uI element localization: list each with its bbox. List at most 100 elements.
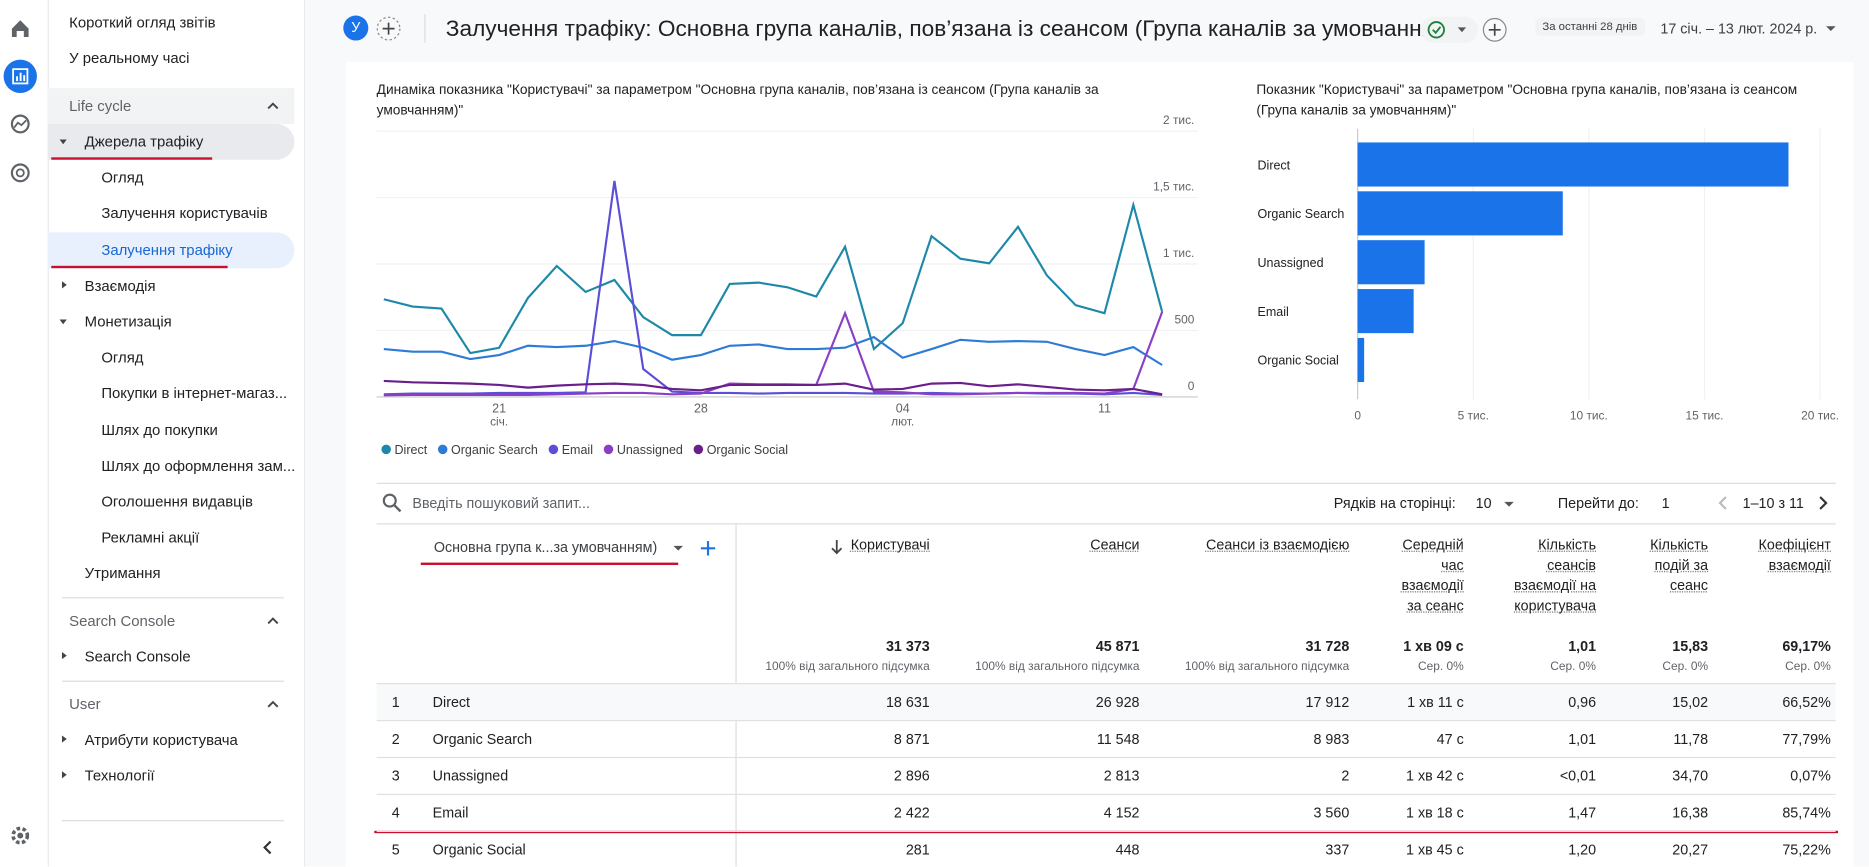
row-value: 8 983 — [1313, 730, 1350, 748]
column-header[interactable]: Середній час взаємодії за сеанс — [1401, 536, 1464, 614]
column-header[interactable]: Кількість сеансів взаємодії на користува… — [1513, 536, 1597, 614]
legend-label: Email — [562, 443, 593, 457]
add-comparison[interactable] — [375, 15, 401, 41]
column-header[interactable]: Сеанси із взаємодією — [1206, 536, 1350, 554]
y-tick-label: 1 тис. — [1163, 246, 1194, 260]
column-header[interactable]: Сеанси — [1090, 536, 1140, 554]
total-value: 69,17% — [1782, 637, 1831, 655]
add-dimension[interactable] — [698, 539, 717, 558]
settings-icon[interactable] — [11, 826, 30, 845]
series-line — [383, 335, 1163, 366]
x-tick-label: 04 — [896, 401, 910, 415]
total-value: 45 871 — [1095, 637, 1140, 655]
row-index: 5 — [391, 841, 400, 859]
nav-item[interactable]: Огляд — [101, 349, 144, 366]
row-value: 1 хв 42 с — [1406, 767, 1464, 785]
y-tick-label: Email — [1258, 305, 1289, 319]
annotation-underline — [51, 265, 228, 269]
nav-item[interactable]: Рекламні акції — [101, 529, 200, 546]
nav-section[interactable]: User — [69, 696, 101, 713]
nav-item[interactable]: Залучення користувачів — [101, 205, 268, 222]
nav-item[interactable]: Джерела трафіку — [84, 133, 204, 151]
row-value: 85,74% — [1782, 804, 1831, 822]
collapse-icon[interactable] — [266, 615, 280, 627]
nav-section[interactable]: Life cycle — [69, 97, 132, 115]
nav-item[interactable]: Шлях до покупки — [101, 421, 218, 439]
total-note: 100% від загального підсумка — [765, 660, 930, 674]
row-value: 1 хв 18 с — [1406, 804, 1464, 822]
dimension-selector[interactable]: Основна група к...за умовчанням) — [433, 538, 658, 556]
comparison-avatar[interactable]: У — [343, 15, 369, 41]
nav-item[interactable]: Технології — [84, 767, 155, 785]
row-index: 1 — [391, 693, 400, 711]
row-value: 337 — [1325, 841, 1350, 859]
goto-input[interactable]: 1 — [1661, 494, 1670, 512]
nav-divider — [61, 597, 284, 599]
nav-item[interactable]: Огляд — [101, 169, 144, 186]
collapse-nav-icon[interactable] — [260, 839, 277, 856]
header-actions[interactable] — [1418, 14, 1525, 45]
legend-swatch — [437, 444, 448, 455]
total-value: 1 хв 09 с — [1403, 637, 1464, 655]
series-line — [383, 200, 1164, 355]
nav-item[interactable]: Утримання — [84, 564, 161, 582]
nav-item[interactable]: Атрибути користувача — [84, 731, 238, 749]
next-page[interactable] — [1814, 493, 1833, 512]
row-value: 3 560 — [1313, 804, 1350, 822]
nav-item[interactable]: Взаємодія — [84, 277, 156, 295]
row-value: <0,01 — [1559, 767, 1597, 785]
row-value: 2 422 — [893, 804, 930, 822]
search-icon[interactable] — [381, 492, 402, 513]
sort-icon[interactable] — [830, 539, 844, 556]
legend-swatch — [548, 444, 559, 455]
nav-item[interactable]: Шлях до оформлення зам... — [101, 457, 296, 475]
pagination: 1–10 з 11 — [1742, 494, 1804, 512]
series-line — [383, 379, 1163, 396]
nav-item-active[interactable]: Залучення трафіку — [101, 241, 233, 259]
explore-icon[interactable] — [10, 114, 30, 134]
date-range-label: За останні 28 днів — [1535, 17, 1645, 36]
bar — [1357, 142, 1789, 187]
column-header[interactable]: Кількість подій за сеанс — [1650, 536, 1709, 594]
total-note: Сер. 0% — [1785, 660, 1831, 674]
nav-item[interactable]: Оголошення видавців — [101, 493, 253, 511]
row-dimension: Organic Social — [432, 841, 526, 859]
prev-page[interactable] — [1714, 493, 1733, 512]
collapse-icon[interactable] — [266, 100, 280, 112]
column-header[interactable]: Коефіцієнт взаємодії — [1758, 536, 1831, 574]
y-tick-label: 0 — [1188, 379, 1195, 393]
row-value: 281 — [905, 841, 930, 859]
nav-item[interactable]: Search Console — [84, 648, 191, 666]
search-input[interactable]: Введіть пошуковий запит... — [412, 494, 590, 512]
total-note: Сер. 0% — [1418, 660, 1464, 674]
row-value: 20,27 — [1672, 841, 1709, 859]
rows-dropdown[interactable] — [1502, 498, 1516, 510]
nav-item[interactable]: У реальному часі — [69, 50, 190, 67]
row-value: 1 хв 11 с — [1407, 693, 1464, 711]
nav-item[interactable]: Монетизація — [84, 313, 172, 331]
advertising-icon[interactable] — [10, 163, 30, 183]
x-tick-label: 20 тис. — [1801, 409, 1839, 423]
row-bg — [376, 756, 1836, 795]
nav-divider — [61, 820, 284, 822]
row-value: 75,22% — [1782, 841, 1831, 859]
row-dimension: Direct — [432, 693, 471, 711]
nav-border — [303, 0, 306, 867]
dimension-dropdown[interactable] — [671, 542, 685, 554]
rows-per-page[interactable]: 10 — [1475, 494, 1492, 512]
bar — [1357, 289, 1414, 334]
date-range[interactable]: 17 січ. – 13 лют. 2024 р. — [1660, 20, 1818, 37]
legend-swatch — [381, 444, 391, 455]
date-dropdown[interactable] — [1824, 23, 1838, 35]
y-tick-label: Organic Search — [1258, 207, 1345, 221]
nav-section[interactable]: Search Console — [69, 612, 176, 630]
goto-label: Перейти до: — [1557, 494, 1639, 512]
row-value: 4 152 — [1103, 804, 1140, 822]
total-value: 31 728 — [1305, 637, 1350, 655]
nav-item[interactable]: Покупки в інтернет-магаз... — [101, 385, 288, 402]
collapse-icon[interactable] — [266, 698, 280, 710]
column-header[interactable]: Користувачі — [850, 536, 930, 554]
x-tick-label: 0 — [1354, 409, 1361, 423]
nav-item[interactable]: Короткий огляд звітів — [69, 14, 216, 31]
